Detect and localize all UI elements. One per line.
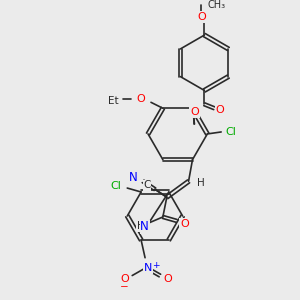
Text: O: O xyxy=(197,12,206,22)
Text: N: N xyxy=(144,262,152,273)
Text: O: O xyxy=(180,219,189,229)
Text: N: N xyxy=(140,220,149,233)
Text: CH₃: CH₃ xyxy=(207,0,226,11)
Text: O: O xyxy=(190,107,199,117)
Text: H: H xyxy=(196,178,204,188)
Text: Cl: Cl xyxy=(110,181,121,191)
Text: H: H xyxy=(137,221,145,231)
Text: N: N xyxy=(129,171,138,184)
Text: O: O xyxy=(216,105,225,115)
Text: Cl: Cl xyxy=(226,127,236,137)
Text: O: O xyxy=(120,274,129,284)
Text: O: O xyxy=(164,274,172,284)
Text: +: + xyxy=(152,261,160,270)
Text: C: C xyxy=(143,180,151,190)
Text: −: − xyxy=(120,282,129,292)
Text: Et: Et xyxy=(108,96,119,106)
Text: O: O xyxy=(137,94,146,104)
